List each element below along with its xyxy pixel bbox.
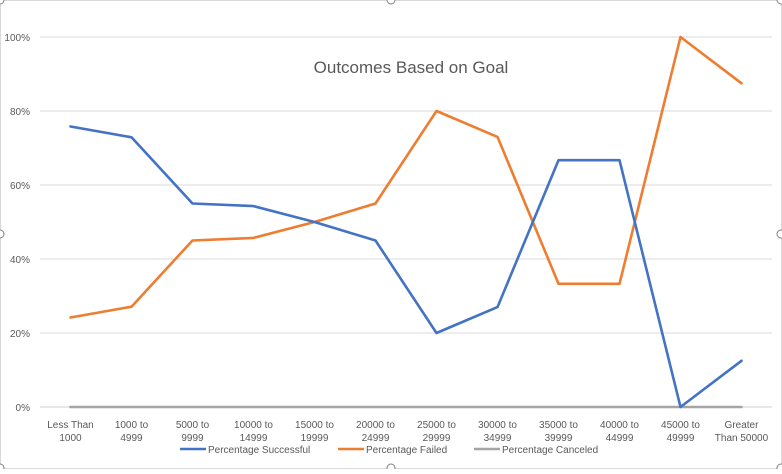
y-tick-label: 20% xyxy=(10,329,30,340)
y-tick-label: 0% xyxy=(16,403,31,414)
legend: Percentage Successful Percentage Failed Pe… xyxy=(180,445,598,456)
x-tick-label: 20000 to 24999 xyxy=(356,420,395,444)
x-tick-label: 45000 to 49999 xyxy=(661,420,700,444)
resize-handle[interactable] xyxy=(776,229,782,239)
x-tick-label: 30000 to 34999 xyxy=(478,420,517,444)
resize-handle[interactable] xyxy=(0,0,5,5)
y-tick-label: 60% xyxy=(10,181,30,192)
x-axis-tick-labels: Less Than 1000 1000 to 4999 5000 to 9999 10000… xyxy=(47,420,768,444)
chart-title: Outcomes Based on Goal xyxy=(314,58,509,77)
legend-label: Percentage Failed xyxy=(366,445,447,456)
resize-handle[interactable] xyxy=(776,0,782,5)
legend-label: Percentage Successful xyxy=(208,445,310,456)
x-tick-label: 10000 to 14999 xyxy=(234,420,273,444)
x-tick-label: Less Than 1000 xyxy=(47,420,94,444)
y-tick-label: 80% xyxy=(10,107,30,118)
resize-handle[interactable] xyxy=(0,229,5,239)
x-tick-label: 40000 to 44999 xyxy=(600,420,639,444)
x-tick-label: 1000 to 4999 xyxy=(115,420,149,444)
x-tick-label: 5000 to 9999 xyxy=(176,420,210,444)
resize-handle[interactable] xyxy=(386,0,396,5)
x-tick-label: 35000 to 39999 xyxy=(539,420,578,444)
x-tick-label: 15000 to 19999 xyxy=(295,420,334,444)
y-tick-label: 40% xyxy=(10,255,30,266)
x-tick-label: Greater Than 50000 xyxy=(715,420,769,444)
x-tick-label: 25000 to 29999 xyxy=(417,420,456,444)
legend-label: Percentage Canceled xyxy=(502,445,598,456)
series-lines xyxy=(69,35,743,409)
series-line-percentage-successful[interactable] xyxy=(69,125,743,409)
resize-handle[interactable] xyxy=(386,463,396,473)
y-tick-label: 100% xyxy=(4,33,30,44)
series-line-percentage-failed[interactable] xyxy=(69,35,743,319)
y-axis-tick-labels: 0% 20% 40% 60% 80% 100% xyxy=(4,33,30,414)
